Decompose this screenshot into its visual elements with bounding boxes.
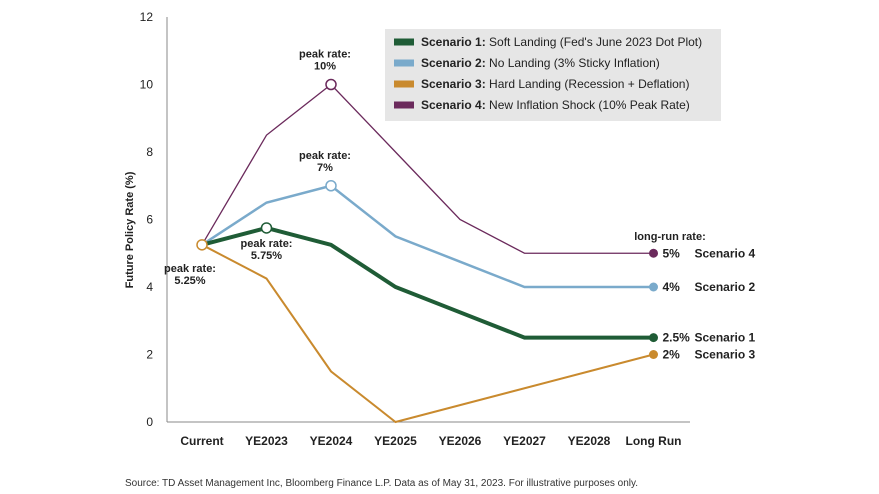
x-tick-label: YE2024 bbox=[310, 434, 353, 448]
y-tick-label: 10 bbox=[140, 78, 154, 92]
x-tick-label: YE2027 bbox=[503, 434, 546, 448]
legend-swatch bbox=[394, 80, 414, 88]
x-tick-label: YE2025 bbox=[374, 434, 417, 448]
y-tick-label: 6 bbox=[146, 213, 153, 227]
legend-swatch bbox=[394, 38, 414, 46]
long-run-scenario-label: Scenario 3 bbox=[695, 348, 756, 362]
legend-swatch bbox=[394, 59, 414, 67]
end-point-marker bbox=[649, 333, 658, 343]
end-point-marker bbox=[649, 282, 658, 292]
legend-entry: Scenario 1: Soft Landing (Fed's June 202… bbox=[421, 35, 702, 49]
long-run-value-label: 4% bbox=[663, 280, 681, 294]
long-run-scenario-label: Scenario 1 bbox=[695, 331, 756, 345]
long-run-value-label: 2.5% bbox=[663, 331, 691, 345]
source-note: Source: TD Asset Management Inc, Bloombe… bbox=[125, 478, 638, 489]
y-tick-label: 12 bbox=[140, 10, 154, 24]
legend: Scenario 1: Soft Landing (Fed's June 202… bbox=[385, 29, 721, 121]
series-line-scenario-3 bbox=[201, 243, 654, 424]
peak-rate-annotation: peak rate: 10% bbox=[299, 49, 351, 73]
peak-point-marker bbox=[325, 78, 337, 91]
y-axis-label: Future Policy Rate (%) bbox=[124, 171, 136, 288]
peak-rate-annotation: peak rate: 7% bbox=[299, 150, 351, 174]
series-line-scenario-1 bbox=[201, 225, 654, 340]
long-run-scenario-label: Scenario 4 bbox=[695, 246, 756, 260]
y-tick-label: 2 bbox=[146, 348, 153, 362]
series-line-scenario-4 bbox=[201, 83, 654, 254]
long-run-value-label: 2% bbox=[663, 348, 681, 362]
peak-rate-annotation: peak rate: 5.25% bbox=[164, 263, 216, 287]
y-tick-label: 8 bbox=[146, 145, 153, 159]
legend-box bbox=[385, 29, 721, 121]
peak-rate-annotation: peak rate: 5.75% bbox=[241, 238, 293, 262]
peak-point-marker bbox=[260, 222, 273, 234]
long-run-rate-label: long-run rate: bbox=[634, 231, 706, 243]
legend-entry: Scenario 4: New Inflation Shock (10% Pea… bbox=[421, 98, 690, 112]
x-tick-label: YE2028 bbox=[568, 434, 611, 448]
legend-swatch bbox=[394, 101, 414, 109]
peak-point-marker bbox=[196, 239, 208, 251]
long-run-value-label: 5% bbox=[663, 246, 681, 260]
series-line-scenario-2 bbox=[201, 184, 654, 289]
end-point-marker bbox=[649, 350, 658, 359]
peak-point-marker bbox=[325, 180, 337, 192]
y-tick-label: 0 bbox=[146, 415, 153, 429]
end-point-marker bbox=[649, 248, 658, 258]
x-tick-label: YE2026 bbox=[439, 434, 482, 448]
x-tick-label: YE2023 bbox=[245, 434, 288, 448]
x-tick-label: Long Run bbox=[626, 434, 682, 448]
long-run-scenario-label: Scenario 2 bbox=[695, 280, 756, 294]
legend-entry: Scenario 2: No Landing (3% Sticky Inflat… bbox=[421, 56, 660, 70]
legend-entry: Scenario 3: Hard Landing (Recession + De… bbox=[421, 77, 689, 91]
y-tick-label: 4 bbox=[146, 280, 153, 294]
x-tick-label: Current bbox=[180, 434, 223, 448]
